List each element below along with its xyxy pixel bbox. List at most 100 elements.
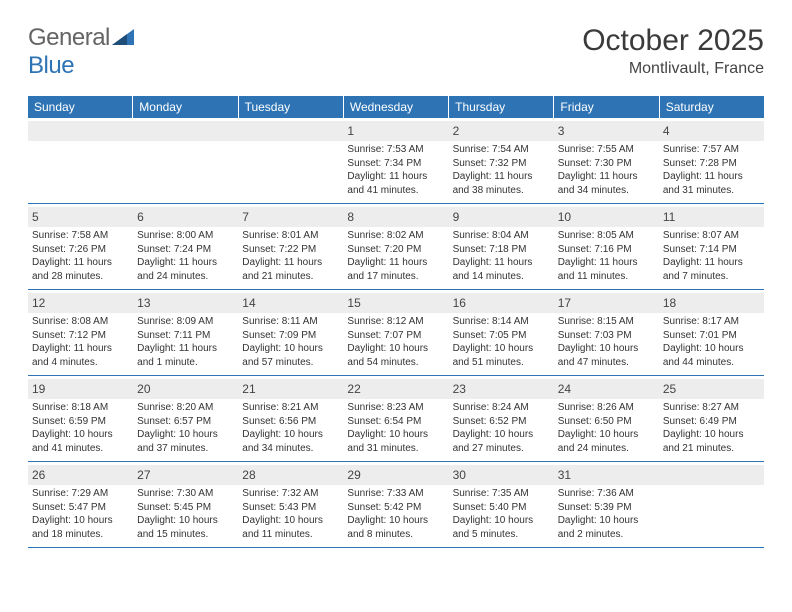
day-daylight1: Daylight: 11 hours xyxy=(242,256,339,270)
day-info: Sunrise: 7:30 AMSunset: 5:45 PMDaylight:… xyxy=(137,487,234,541)
day-number-row: . xyxy=(238,121,343,141)
day-info: Sunrise: 8:08 AMSunset: 7:12 PMDaylight:… xyxy=(32,315,129,369)
day-cell: 13 Sunrise: 8:09 AMSunset: 7:11 PMDayligh… xyxy=(133,290,238,375)
day-of-week-header: Sunday Monday Tuesday Wednesday Thursday… xyxy=(28,96,764,118)
day-info: Sunrise: 8:17 AMSunset: 7:01 PMDaylight:… xyxy=(663,315,760,369)
logo-mark-icon xyxy=(112,29,134,45)
day-daylight1: Daylight: 10 hours xyxy=(663,428,760,442)
day-daylight2: and 54 minutes. xyxy=(347,356,444,370)
day-number: 3 xyxy=(558,124,565,138)
day-number-row: . xyxy=(659,465,764,485)
day-cell: 29 Sunrise: 7:33 AMSunset: 5:42 PMDayligh… xyxy=(343,462,448,547)
day-number: 11 xyxy=(663,210,675,224)
day-info: Sunrise: 8:14 AMSunset: 7:05 PMDaylight:… xyxy=(453,315,550,369)
day-daylight2: and 24 minutes. xyxy=(137,270,234,284)
day-info: Sunrise: 7:36 AMSunset: 5:39 PMDaylight:… xyxy=(558,487,655,541)
day-number-row: . xyxy=(28,121,133,141)
day-sunset: Sunset: 6:57 PM xyxy=(137,415,234,429)
day-sunset: Sunset: 6:52 PM xyxy=(453,415,550,429)
day-daylight1: Daylight: 10 hours xyxy=(347,428,444,442)
week-row: 5Sunrise: 7:58 AMSunset: 7:26 PMDaylight… xyxy=(28,204,764,290)
day-number-row: 8 xyxy=(343,207,448,227)
day-number-row: 4 xyxy=(659,121,764,141)
day-number-row: 19 xyxy=(28,379,133,399)
day-sunset: Sunset: 5:45 PM xyxy=(137,501,234,515)
day-cell: 17Sunrise: 8:15 AMSunset: 7:03 PMDayligh… xyxy=(554,290,659,375)
day-cell: 6Sunrise: 8:00 AMSunset: 7:24 PMDaylight… xyxy=(133,204,238,289)
day-cell: 14Sunrise: 8:11 AMSunset: 7:09 PMDayligh… xyxy=(238,290,343,375)
day-daylight2: and 24 minutes. xyxy=(558,442,655,456)
dow-tuesday: Tuesday xyxy=(239,96,344,118)
day-daylight1: Daylight: 10 hours xyxy=(558,514,655,528)
day-cell: 28Sunrise: 7:32 AMSunset: 5:43 PMDayligh… xyxy=(238,462,343,547)
week-row: 12Sunrise: 8:08 AMSunset: 7:12 PMDayligh… xyxy=(28,290,764,376)
day-number: 13 xyxy=(137,296,150,310)
day-sunset: Sunset: 7:18 PM xyxy=(453,243,550,257)
day-sunrise: Sunrise: 8:20 AM xyxy=(137,401,234,415)
day-sunrise: Sunrise: 7:33 AM xyxy=(347,487,444,501)
day-sunset: Sunset: 7:32 PM xyxy=(453,157,550,171)
logo-text-gray: General xyxy=(28,24,110,51)
day-sunset: Sunset: 7:28 PM xyxy=(663,157,760,171)
day-daylight1: Daylight: 11 hours xyxy=(453,170,550,184)
day-sunrise: Sunrise: 8:21 AM xyxy=(242,401,339,415)
day-number-row: 24 xyxy=(554,379,659,399)
day-cell: 5Sunrise: 7:58 AMSunset: 7:26 PMDaylight… xyxy=(28,204,133,289)
day-info: Sunrise: 8:18 AMSunset: 6:59 PMDaylight:… xyxy=(32,401,129,455)
day-cell: 16Sunrise: 8:14 AMSunset: 7:05 PMDayligh… xyxy=(449,290,554,375)
day-cell: 9Sunrise: 8:04 AMSunset: 7:18 PMDaylight… xyxy=(449,204,554,289)
day-info: Sunrise: 8:07 AMSunset: 7:14 PMDaylight:… xyxy=(663,229,760,283)
logo-text-blue: Blue xyxy=(28,52,74,79)
day-daylight2: and 51 minutes. xyxy=(453,356,550,370)
day-number-row: 23 xyxy=(449,379,554,399)
day-info: Sunrise: 7:54 AMSunset: 7:32 PMDaylight:… xyxy=(453,143,550,197)
day-info: Sunrise: 8:15 AMSunset: 7:03 PMDaylight:… xyxy=(558,315,655,369)
day-sunset: Sunset: 7:07 PM xyxy=(347,329,444,343)
day-daylight1: Daylight: 10 hours xyxy=(558,428,655,442)
day-info: Sunrise: 8:00 AMSunset: 7:24 PMDaylight:… xyxy=(137,229,234,283)
day-info: Sunrise: 8:09 AMSunset: 7:11 PMDaylight:… xyxy=(137,315,234,369)
day-sunrise: Sunrise: 8:12 AM xyxy=(347,315,444,329)
day-sunset: Sunset: 6:50 PM xyxy=(558,415,655,429)
title-block: October 2025 Montlivault, France xyxy=(582,24,764,78)
day-sunrise: Sunrise: 8:18 AM xyxy=(32,401,129,415)
day-number-row: 20 xyxy=(133,379,238,399)
day-sunrise: Sunrise: 8:11 AM xyxy=(242,315,339,329)
day-number-row: 6 xyxy=(133,207,238,227)
day-info: Sunrise: 7:35 AMSunset: 5:40 PMDaylight:… xyxy=(453,487,550,541)
day-sunrise: Sunrise: 8:01 AM xyxy=(242,229,339,243)
day-cell: 19 Sunrise: 8:18 AMSunset: 6:59 PMDayligh… xyxy=(28,376,133,461)
day-cell: 11 Sunrise: 8:07 AMSunset: 7:14 PMDayligh… xyxy=(659,204,764,289)
day-number-row: 2 xyxy=(449,121,554,141)
location: Montlivault, France xyxy=(582,60,764,78)
day-number: 15 xyxy=(347,296,360,310)
day-info: Sunrise: 8:27 AMSunset: 6:49 PMDaylight:… xyxy=(663,401,760,455)
day-daylight2: and 8 minutes. xyxy=(347,528,444,542)
day-sunrise: Sunrise: 7:29 AM xyxy=(32,487,129,501)
day-cell: . xyxy=(238,118,343,203)
day-cell: 8Sunrise: 8:02 AMSunset: 7:20 PMDaylight… xyxy=(343,204,448,289)
day-number-row: 13 xyxy=(133,293,238,313)
day-info: Sunrise: 8:21 AMSunset: 6:56 PMDaylight:… xyxy=(242,401,339,455)
week-row: 19 Sunrise: 8:18 AMSunset: 6:59 PMDayligh… xyxy=(28,376,764,462)
day-daylight1: Daylight: 10 hours xyxy=(347,342,444,356)
day-info: Sunrise: 7:33 AMSunset: 5:42 PMDaylight:… xyxy=(347,487,444,541)
day-number: 19 xyxy=(32,382,45,396)
day-number-row: 30 xyxy=(449,465,554,485)
day-cell: 21Sunrise: 8:21 AMSunset: 6:56 PMDayligh… xyxy=(238,376,343,461)
day-number-row: 1 xyxy=(343,121,448,141)
day-number: 29 xyxy=(347,468,360,482)
day-daylight2: and 41 minutes. xyxy=(32,442,129,456)
day-sunset: Sunset: 5:43 PM xyxy=(242,501,339,515)
day-daylight2: and 41 minutes. xyxy=(347,184,444,198)
day-cell: 10Sunrise: 8:05 AMSunset: 7:16 PMDayligh… xyxy=(554,204,659,289)
day-daylight1: Daylight: 11 hours xyxy=(137,256,234,270)
day-info: Sunrise: 8:23 AMSunset: 6:54 PMDaylight:… xyxy=(347,401,444,455)
day-sunset: Sunset: 7:12 PM xyxy=(32,329,129,343)
day-cell: 27Sunrise: 7:30 AMSunset: 5:45 PMDayligh… xyxy=(133,462,238,547)
day-daylight1: Daylight: 11 hours xyxy=(32,256,129,270)
day-sunset: Sunset: 7:03 PM xyxy=(558,329,655,343)
day-info: Sunrise: 8:04 AMSunset: 7:18 PMDaylight:… xyxy=(453,229,550,283)
day-sunrise: Sunrise: 8:15 AM xyxy=(558,315,655,329)
day-number-row: 27 xyxy=(133,465,238,485)
